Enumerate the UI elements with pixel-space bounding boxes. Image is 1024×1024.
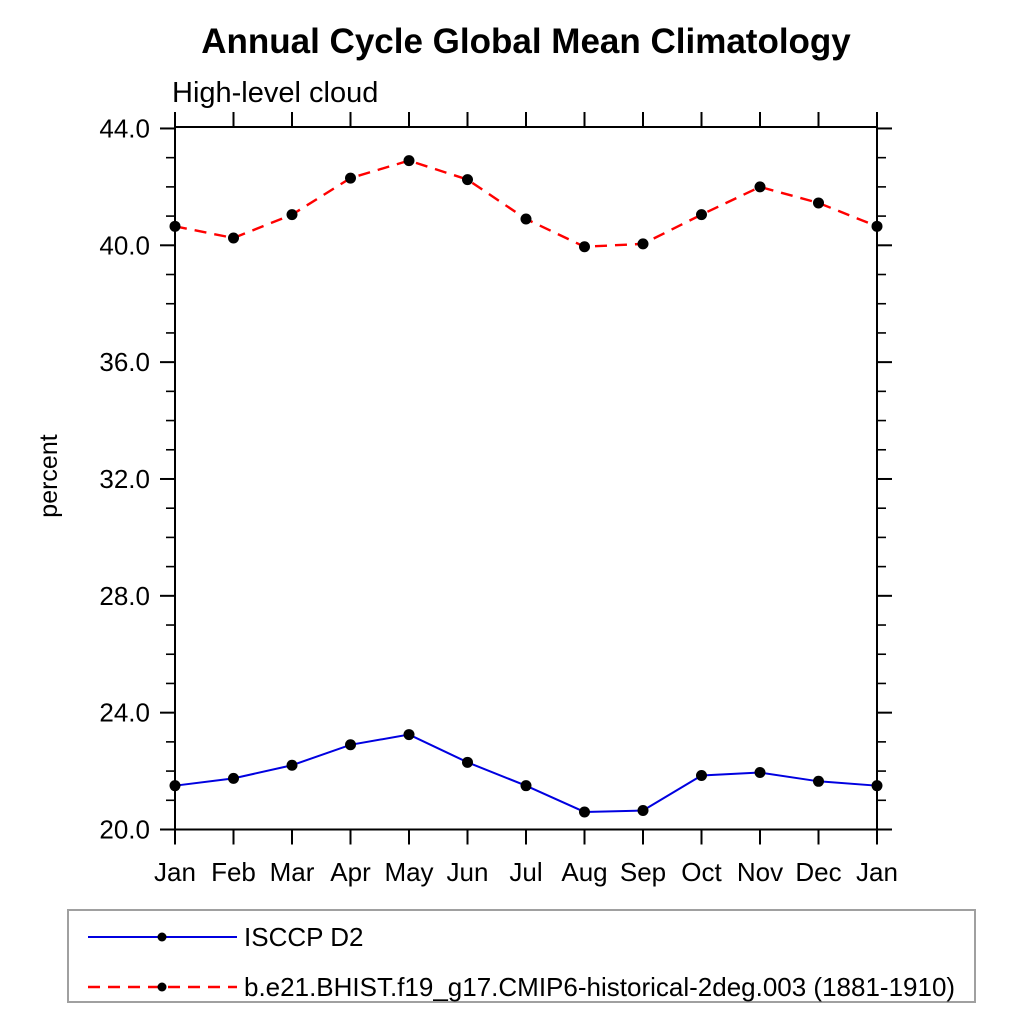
data-point xyxy=(228,232,239,244)
plot-border xyxy=(174,126,878,831)
x-tick-label: Sep xyxy=(620,857,666,887)
data-point xyxy=(520,213,532,225)
y-tick-labels: 20.0 24.0 28.0 32.0 36.0 40.0 44.0 xyxy=(99,113,150,844)
x-tick-label: Dec xyxy=(795,857,841,887)
plot-frame xyxy=(174,126,878,831)
x-tick-label: Jan xyxy=(856,857,898,887)
y-tick-label: 44.0 xyxy=(99,113,150,143)
legend-label-0: ISCCP D2 xyxy=(244,922,363,952)
data-point xyxy=(754,767,766,779)
data-point xyxy=(228,772,239,784)
data-point xyxy=(696,209,707,221)
axis-ticks xyxy=(160,112,892,845)
data-point xyxy=(696,769,707,781)
y-tick-label: 20.0 xyxy=(99,815,150,845)
data-point xyxy=(462,756,473,768)
y-tick-label: 24.0 xyxy=(99,698,150,728)
data-point xyxy=(169,780,181,792)
data-point xyxy=(579,806,590,818)
x-tick-labels: Jan Feb Mar Apr May Jun Jul Aug Sep Oct Nov Dec Jan xyxy=(154,857,898,887)
data-point xyxy=(520,780,532,792)
x-tick-label: Oct xyxy=(681,857,722,887)
data-point xyxy=(286,209,298,221)
x-tick-label: Jun xyxy=(447,857,489,887)
x-tick-label: Apr xyxy=(330,857,371,887)
data-point xyxy=(754,181,766,193)
x-tick-label: May xyxy=(384,857,433,887)
y-tick-label: 28.0 xyxy=(99,581,150,611)
data-point xyxy=(286,759,298,771)
y-tick-label: 40.0 xyxy=(99,230,150,260)
series-line-0 xyxy=(174,733,878,813)
data-point xyxy=(169,220,181,232)
data-point xyxy=(871,220,883,232)
data-point xyxy=(813,197,824,209)
y-axis-title: percent xyxy=(35,434,63,517)
series-line-1 xyxy=(174,159,878,248)
data-point xyxy=(403,155,415,167)
chart-subtitle: High-level cloud xyxy=(172,77,378,109)
legend-marker-1 xyxy=(157,982,167,992)
data-point xyxy=(871,780,883,792)
data-point xyxy=(813,775,824,787)
data-point xyxy=(637,238,649,250)
y-tick-label: 32.0 xyxy=(99,464,150,494)
data-point xyxy=(637,805,649,817)
x-tick-label: Jan xyxy=(154,857,196,887)
data-point xyxy=(345,739,356,751)
legend-marker-0 xyxy=(157,932,167,942)
x-tick-label: Jul xyxy=(509,857,542,887)
data-point xyxy=(345,172,356,184)
x-tick-label: Mar xyxy=(270,857,315,887)
x-tick-label: Feb xyxy=(211,857,256,887)
legend-label-1: b.e21.BHIST.f19_g17.CMIP6-historical-2de… xyxy=(244,972,955,1002)
chart-title: Annual Cycle Global Mean Climatology xyxy=(201,22,851,61)
data-point xyxy=(579,241,590,253)
legend-box: ISCCP D2 b.e21.BHIST.f19_g17.CMIP6-histor… xyxy=(67,909,976,1003)
x-tick-label: Aug xyxy=(561,857,607,887)
y-tick-label: 36.0 xyxy=(99,347,150,377)
x-tick-label: Nov xyxy=(737,857,783,887)
data-point xyxy=(462,174,473,186)
data-point xyxy=(403,729,415,741)
data-series xyxy=(169,155,883,818)
